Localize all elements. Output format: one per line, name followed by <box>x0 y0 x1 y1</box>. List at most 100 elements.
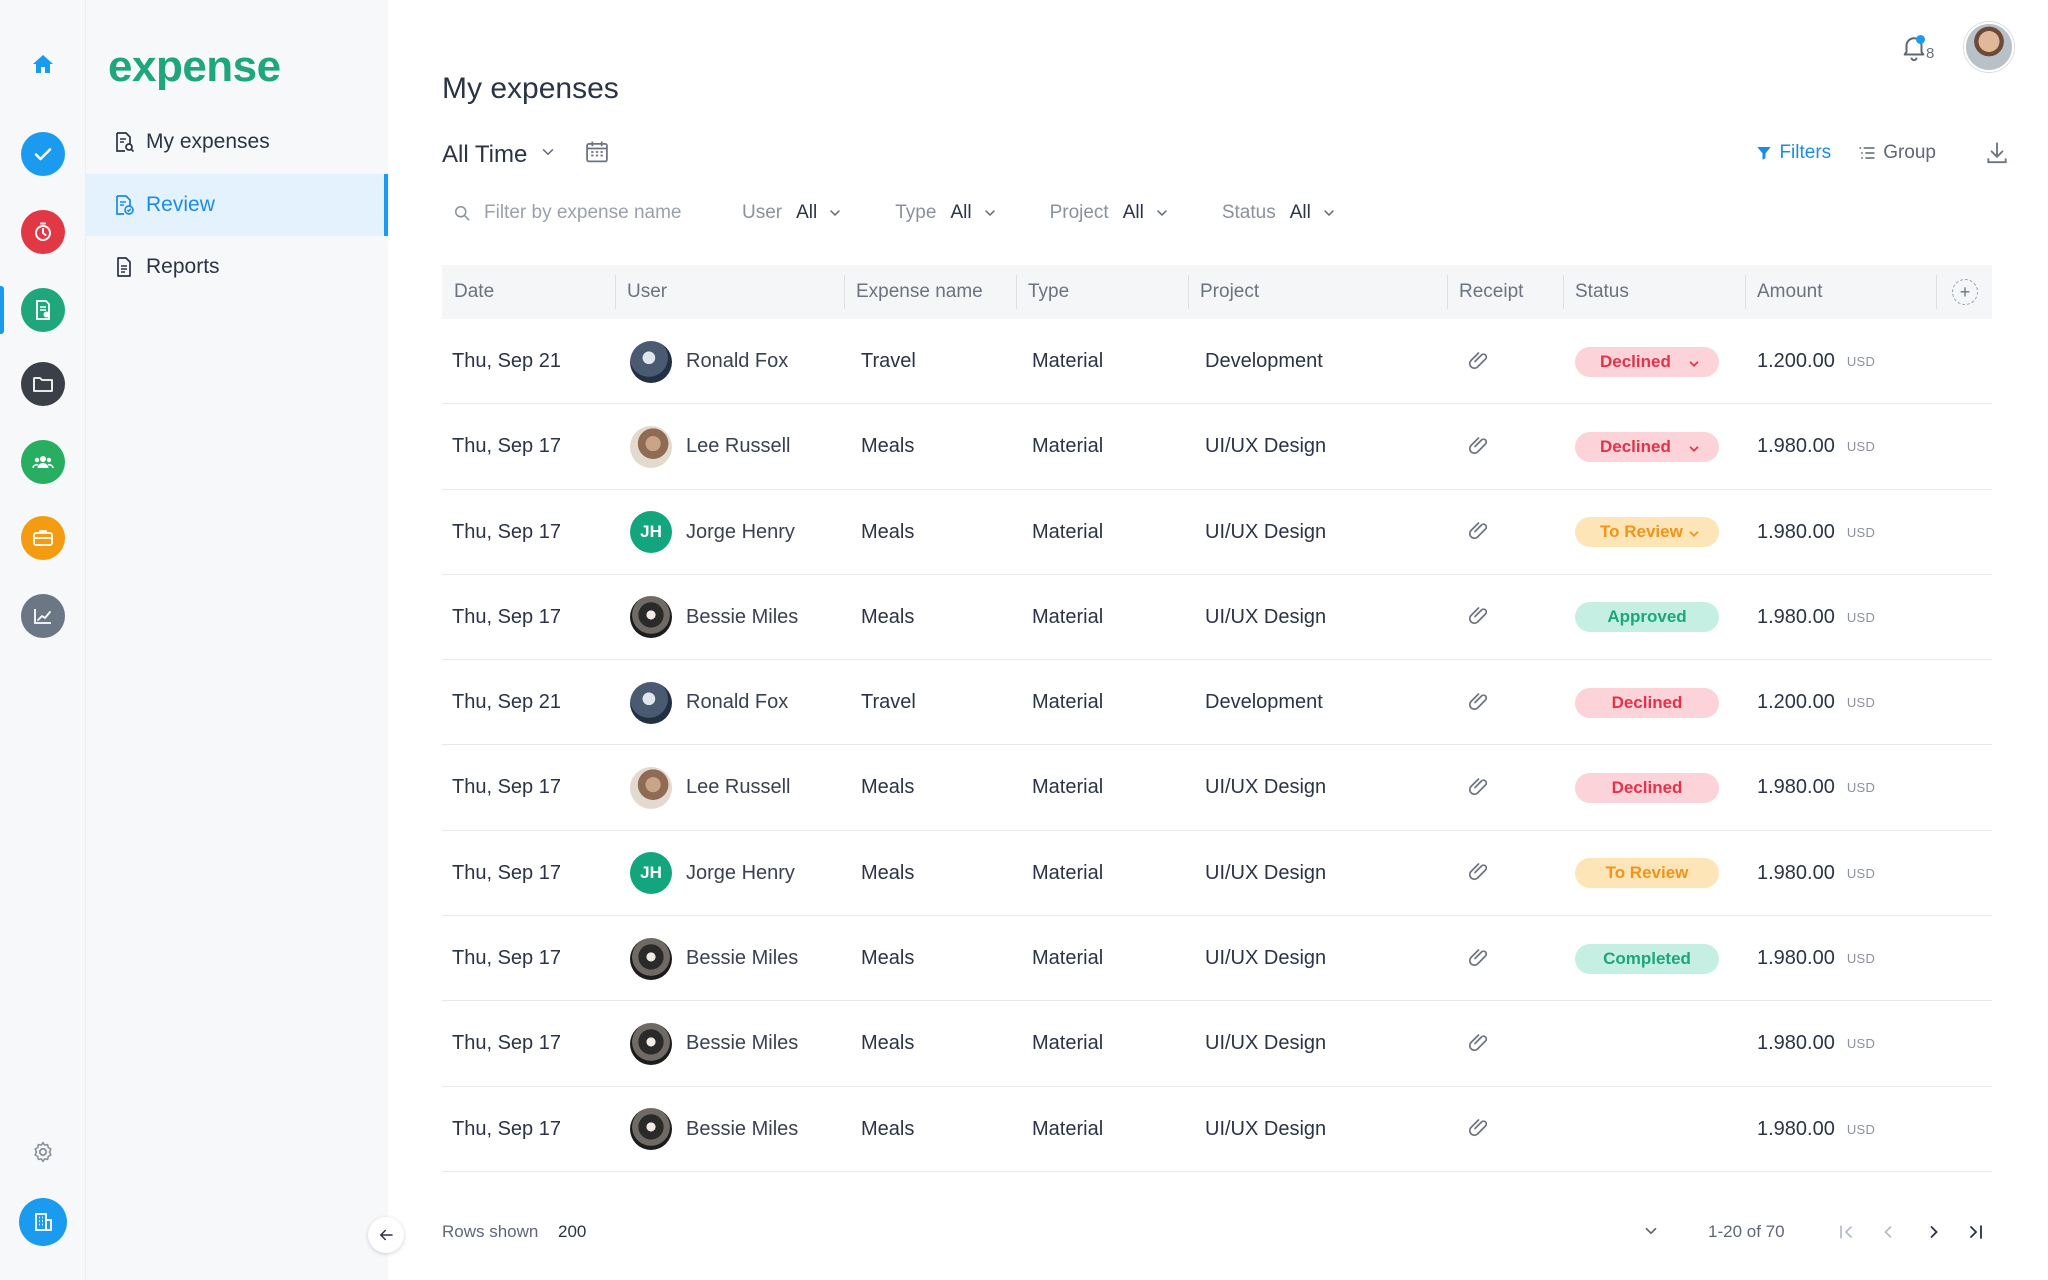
rail-workspace-button[interactable] <box>19 1198 67 1246</box>
column-header-type[interactable]: Type <box>1016 265 1069 319</box>
rail-analytics-button[interactable] <box>21 594 65 638</box>
column-header-amount[interactable]: Amount <box>1745 265 1822 319</box>
filter-user[interactable]: User All <box>742 202 843 224</box>
nav-item-reports[interactable]: Reports <box>86 236 388 298</box>
status-badge: Completed <box>1575 943 1719 974</box>
rows-shown-value[interactable]: 200 <box>558 1222 587 1241</box>
settings-icon <box>34 1141 52 1163</box>
user-cell[interactable]: Ronald Fox <box>630 660 788 745</box>
column-header-expense-name[interactable]: Expense name <box>844 265 983 319</box>
nav-item-review[interactable]: Review <box>86 174 388 236</box>
previous-page-button[interactable] <box>1874 1218 1902 1246</box>
filter-status[interactable]: Status All <box>1222 202 1337 224</box>
column-header-status[interactable]: Status <box>1563 265 1629 319</box>
status-cell: To Review <box>1575 490 1719 575</box>
user-cell[interactable]: Bessie Miles <box>630 1001 798 1086</box>
table-row[interactable]: Thu, Sep 17 Bessie Miles Meals Material UI/U… <box>442 1087 1992 1172</box>
paperclip-icon <box>1466 858 1490 888</box>
column-header-project[interactable]: Project <box>1188 265 1259 319</box>
receipt-button[interactable] <box>1466 575 1490 660</box>
date-cell: Thu, Sep 17 <box>452 1117 561 1140</box>
date-cell: Thu, Sep 17 <box>452 605 561 628</box>
rail-home-button[interactable] <box>21 42 65 86</box>
filters-button[interactable]: Filters <box>1755 142 1831 164</box>
user-cell[interactable]: Ronald Fox <box>630 319 788 404</box>
receipt-button[interactable] <box>1466 1001 1490 1086</box>
list-icon <box>1859 147 1875 159</box>
rail-clients-button[interactable] <box>21 516 65 560</box>
receipt-button[interactable] <box>1466 831 1490 916</box>
page-size-dropdown[interactable] <box>1642 1222 1660 1245</box>
user-avatar: JH <box>630 511 672 554</box>
status-badge[interactable]: Declined <box>1575 431 1719 462</box>
first-page-icon <box>1840 1225 1852 1239</box>
user-cell[interactable]: JH Jorge Henry <box>630 490 795 575</box>
receipt-button[interactable] <box>1466 404 1490 489</box>
table-row[interactable]: Thu, Sep 17 JH Jorge Henry Meals Material UI/… <box>442 831 1992 917</box>
receipt-button[interactable] <box>1466 916 1490 1001</box>
user-cell[interactable]: Bessie Miles <box>630 575 798 660</box>
column-header-user[interactable]: User <box>615 265 667 319</box>
receipt-button[interactable] <box>1466 745 1490 830</box>
receipt-button[interactable] <box>1466 1087 1490 1172</box>
user-cell[interactable]: Lee Russell <box>630 745 791 830</box>
table-row[interactable]: Thu, Sep 17 Bessie Miles Meals Material UI/U… <box>442 916 1992 1002</box>
app-logo: expense <box>108 42 281 91</box>
user-cell[interactable]: Bessie Miles <box>630 1087 798 1172</box>
add-column-button[interactable]: + <box>1952 279 1978 305</box>
receipt-button[interactable] <box>1466 490 1490 575</box>
type-cell: Material <box>1032 435 1104 458</box>
receipt-button[interactable] <box>1466 660 1490 745</box>
next-page-button[interactable] <box>1920 1218 1948 1246</box>
column-header-receipt[interactable]: Receipt <box>1447 265 1523 319</box>
expense-search[interactable]: Filter by expense name <box>452 202 742 224</box>
user-cell[interactable]: Bessie Miles <box>630 916 798 1001</box>
user-cell[interactable]: JH Jorge Henry <box>630 831 795 916</box>
avatar-initials: JH <box>640 863 662 883</box>
search-icon <box>455 206 470 221</box>
filter-project[interactable]: Project All <box>1050 202 1170 224</box>
user-name: Jorge Henry <box>686 520 795 543</box>
nav-item-my-expenses[interactable]: My expenses <box>86 111 388 173</box>
table-row[interactable]: Thu, Sep 17 Lee Russell Meals Material UI/UX… <box>442 745 1992 831</box>
rail-projects-button[interactable] <box>21 362 65 406</box>
rail-settings-button[interactable] <box>21 1130 65 1174</box>
column-header-date[interactable]: Date <box>454 281 495 302</box>
filters-label: Filters <box>1779 142 1832 163</box>
table-row[interactable]: Thu, Sep 17 JH Jorge Henry Meals Material UI/… <box>442 490 1992 575</box>
group-button[interactable]: Group <box>1857 142 1936 164</box>
status-badge[interactable]: Declined <box>1575 346 1719 377</box>
status-badge[interactable]: To Review <box>1575 517 1719 548</box>
last-page-button[interactable] <box>1962 1218 1990 1246</box>
date-cell: Thu, Sep 17 <box>452 776 561 799</box>
user-cell[interactable]: Lee Russell <box>630 404 791 489</box>
filter-value: All <box>950 202 972 223</box>
calendar-button[interactable] <box>583 138 611 171</box>
type-cell: Material <box>1032 350 1104 372</box>
date-cell: Thu, Sep 21 <box>452 350 561 372</box>
notifications-button[interactable]: 8 <box>1894 27 1934 67</box>
table-row[interactable]: Thu, Sep 21 Ronald Fox Travel Material Devel… <box>442 319 1992 405</box>
rail-team-button[interactable] <box>21 440 65 484</box>
table-row[interactable]: Thu, Sep 17 Lee Russell Meals Material UI/UX… <box>442 404 1992 490</box>
table-row[interactable]: Thu, Sep 17 Bessie Miles Meals Material UI/U… <box>442 575 1992 661</box>
chevron-down-icon[interactable] <box>539 143 557 166</box>
user-avatar <box>630 1022 672 1065</box>
table-row[interactable]: Thu, Sep 17 Bessie Miles Meals Material UI/U… <box>442 1001 1992 1087</box>
rail-tasks-button[interactable] <box>21 132 65 176</box>
user-name: Bessie Miles <box>686 605 799 628</box>
time-range-dropdown[interactable]: All Time <box>442 140 528 168</box>
filter-type[interactable]: Type All <box>895 202 997 224</box>
download-button[interactable] <box>1984 140 2016 166</box>
rail-expense-button[interactable] <box>21 288 65 332</box>
chevron-down-icon <box>1687 441 1701 461</box>
receipt-button[interactable] <box>1466 319 1490 404</box>
expense-search-icon <box>116 132 135 153</box>
table-row[interactable]: Thu, Sep 21 Ronald Fox Travel Material Devel… <box>442 660 1992 746</box>
expense-name-cell: Meals <box>861 1032 915 1055</box>
collapse-sidebar-button[interactable] <box>368 1217 404 1253</box>
first-page-button[interactable] <box>1832 1218 1860 1246</box>
currency-code: USD <box>1846 439 1876 455</box>
rail-timer-button[interactable] <box>21 210 65 254</box>
user-avatar[interactable] <box>1964 22 2014 72</box>
